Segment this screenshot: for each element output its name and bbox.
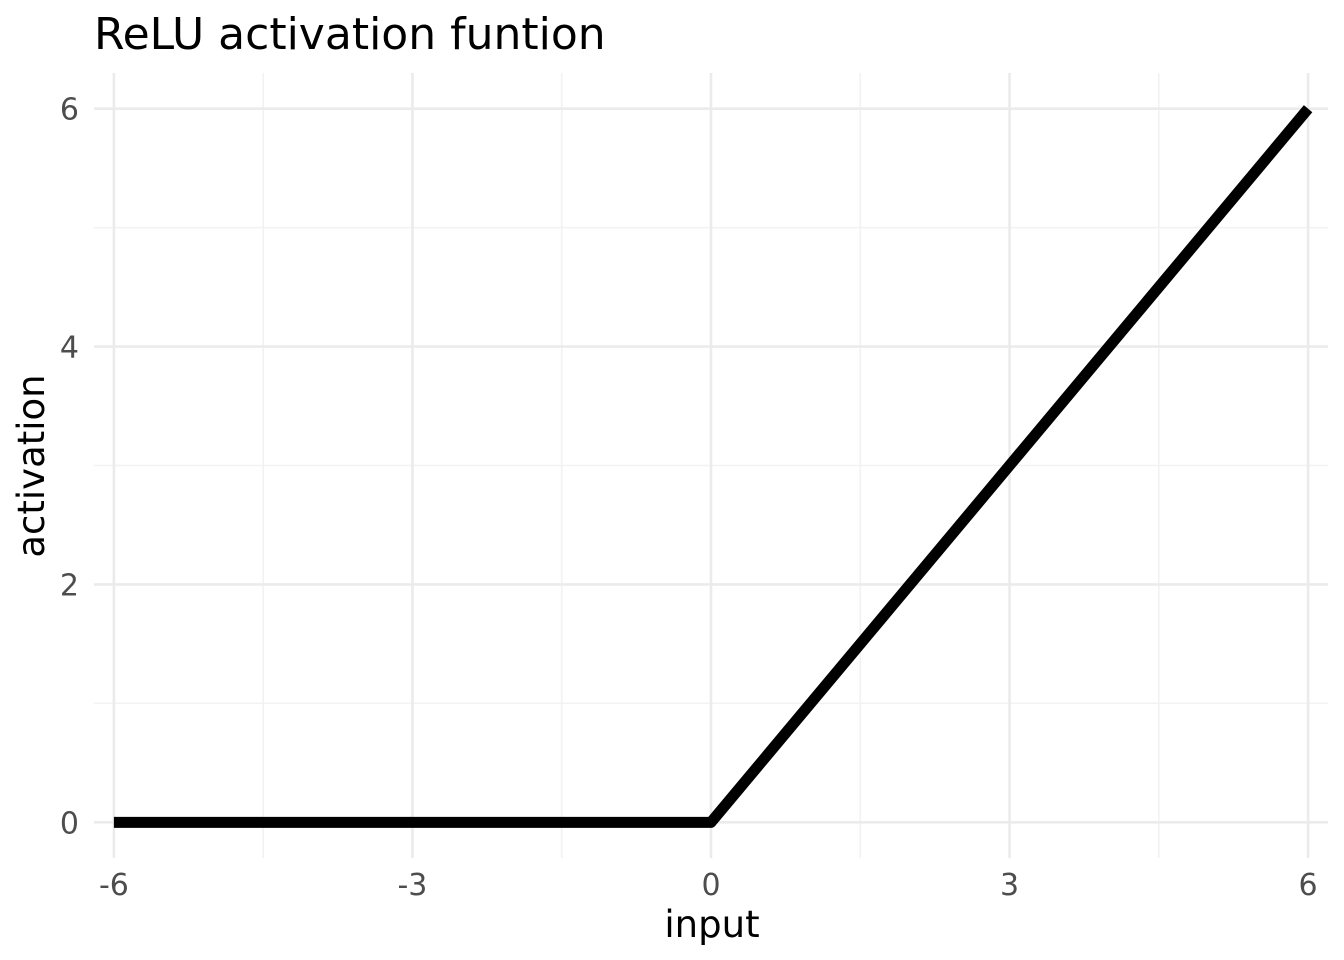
x-tick-label: 6 xyxy=(1299,868,1318,903)
y-tick-label: 0 xyxy=(60,806,79,841)
x-tick-label: 0 xyxy=(701,868,720,903)
chart-title: ReLU activation funtion xyxy=(94,9,606,60)
x-axis-ticks: -6 -3 0 3 6 xyxy=(99,868,1318,903)
series-line xyxy=(113,105,1313,828)
x-tick-label: -3 xyxy=(397,868,427,903)
y-tick-label: 4 xyxy=(60,331,79,366)
y-axis-ticks: 0 2 4 6 xyxy=(60,93,79,842)
x-tick-label: 3 xyxy=(1000,868,1019,903)
y-tick-label: 6 xyxy=(60,93,79,128)
y-axis-title: activation xyxy=(10,374,53,557)
x-tick-label: -6 xyxy=(99,868,129,903)
x-axis-title: input xyxy=(664,903,759,946)
y-tick-label: 2 xyxy=(60,568,79,603)
series-layer xyxy=(113,105,1313,828)
